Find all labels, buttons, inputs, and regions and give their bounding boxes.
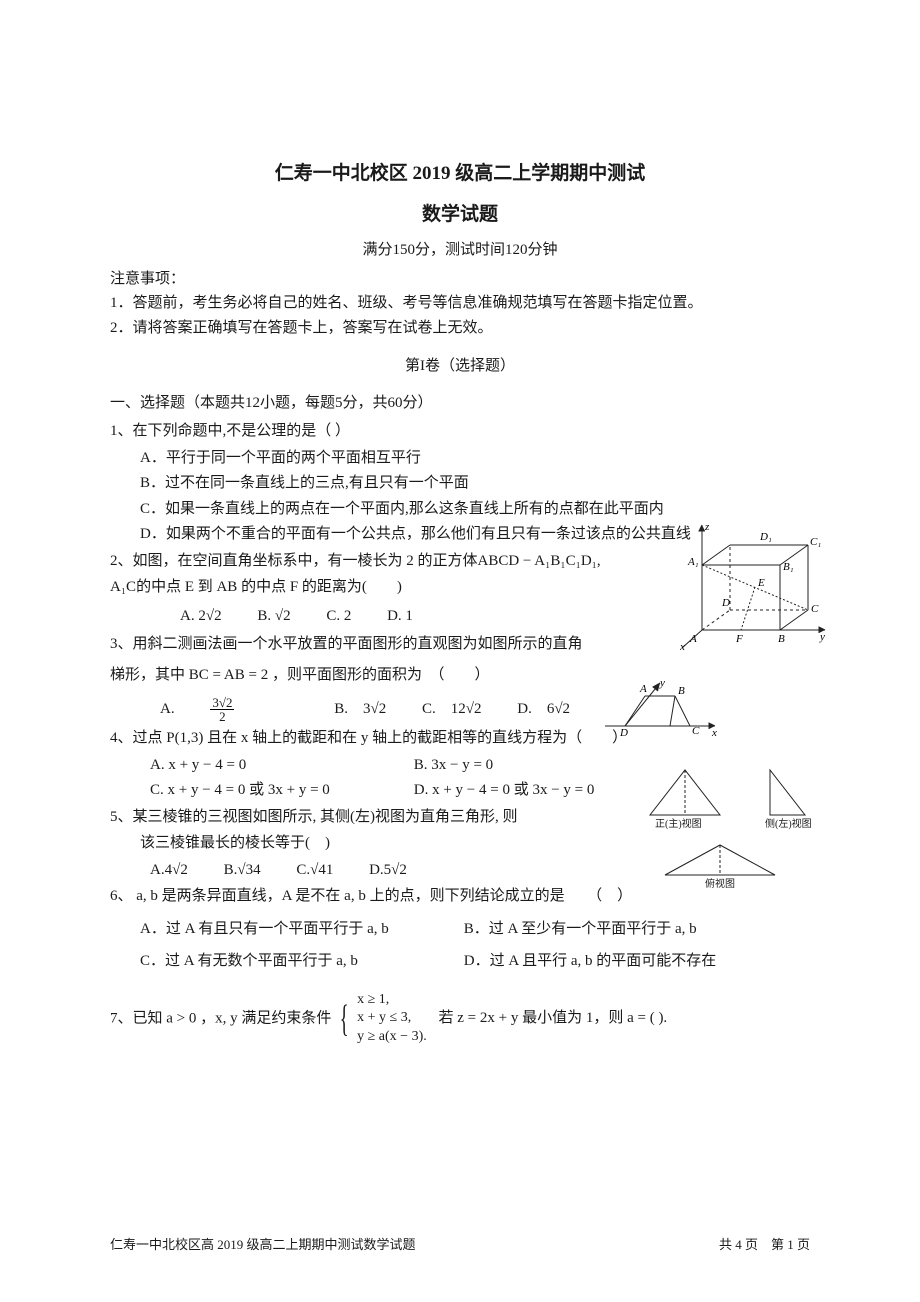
q6-row1: A．过 A 有且只有一个平面平行于 a, b B．过 A 至少有一个平面平行于 … bbox=[140, 918, 810, 941]
q2-D: D. 1 bbox=[387, 605, 413, 628]
q6-C: C．过 A 有无数个平面平行于 a, b bbox=[140, 950, 460, 973]
brace-icon: { bbox=[340, 989, 349, 1049]
q6-row2: C．过 A 有无数个平面平行于 a, b D．过 A 且平行 a, b 的平面可… bbox=[140, 950, 810, 973]
lbl-C: C bbox=[811, 603, 819, 615]
tlbl-A: A bbox=[639, 683, 647, 695]
lbl-z: z bbox=[704, 521, 710, 533]
notice-2: 2．请将答案正确填写在答题卡上，答案写在试卷上无效。 bbox=[110, 317, 810, 340]
lbl-C1: C₁ bbox=[810, 536, 821, 548]
lbl-A1: A₁ bbox=[687, 556, 699, 568]
lbl-D1: D₁ bbox=[759, 531, 772, 543]
q1-C: C．如果一条直线上的两点在一个平面内,那么这条直线上所有的点都在此平面内 bbox=[140, 498, 810, 521]
cap-top: 俯视图 bbox=[705, 877, 735, 892]
q7-post: 若 z = 2x + y 最小值为 1，则 a = ( ). bbox=[439, 1010, 668, 1026]
q4-B: B. 3x − y = 0 bbox=[414, 757, 493, 773]
footer-right: 共 4 页 第 1 页 bbox=[719, 1235, 810, 1255]
q7-sys1: x ≥ 1, bbox=[357, 992, 389, 1007]
notice-head: 注意事项： bbox=[110, 268, 810, 291]
footer-left: 仁寿一中北校区高 2019 级高二上期期中测试数学试题 bbox=[110, 1235, 416, 1255]
q6-B: B．过 A 至少有一个平面平行于 a, b bbox=[464, 921, 697, 937]
lbl-y: y bbox=[819, 631, 825, 643]
q3-D: D. 6√2 bbox=[517, 698, 570, 721]
q2-C: C. 2 bbox=[326, 605, 351, 628]
trapezoid-figure: A B C D y x bbox=[600, 678, 720, 738]
q3-B: B. 3√2 bbox=[334, 698, 386, 721]
tlbl-y: y bbox=[659, 678, 665, 689]
title-main: 仁寿一中北校区 2019 级高二上学期期中测试 bbox=[110, 160, 810, 189]
q4-D: D. x + y − 4 = 0 或 3x − y = 0 bbox=[414, 782, 595, 798]
q6-D: D．过 A 且平行 a, b 的平面可能不存在 bbox=[464, 953, 717, 969]
cap-side: 侧(左)视图 bbox=[765, 817, 812, 832]
tlbl-D: D bbox=[619, 727, 628, 738]
q5-D: D.5√2 bbox=[369, 859, 407, 882]
q4-C: C. x + y − 4 = 0 或 3x + y = 0 bbox=[150, 779, 410, 802]
block-head: 一、选择题（本题共12小题，每题5分，共60分） bbox=[110, 392, 810, 415]
tlbl-x: x bbox=[711, 727, 717, 738]
section-head: 第I卷（选择题） bbox=[110, 355, 810, 378]
lbl-A: A bbox=[689, 633, 697, 645]
notice-1: 1．答题前，考生务必将自己的姓名、班级、考号等信息准确规范填写在答题卡指定位置。 bbox=[110, 292, 810, 315]
q1-B: B．过不在同一条直线上的三点,有且只有一个平面 bbox=[140, 472, 810, 495]
q6-opts: A．过 A 有且只有一个平面平行于 a, b B．过 A 至少有一个平面平行于 … bbox=[140, 918, 810, 973]
three-views-figure: 正(主)视图 侧(左)视图 俯视图 bbox=[640, 760, 820, 890]
q7-system: x ≥ 1, x + y ≤ 3, y ≥ a(x − 3). bbox=[357, 991, 427, 1046]
page-footer: 仁寿一中北校区高 2019 级高二上期期中测试数学试题 共 4 页 第 1 页 bbox=[110, 1235, 810, 1255]
q2-A: A. 2√2 bbox=[180, 605, 222, 628]
lbl-F: F bbox=[735, 633, 743, 645]
q2-B: B. √2 bbox=[257, 605, 290, 628]
q3-A: A. 3√22 bbox=[160, 696, 298, 723]
q7-sys2: x + y ≤ 3, bbox=[357, 1010, 411, 1025]
tlbl-C: C bbox=[692, 725, 700, 737]
meta-line: 满分150分，测试时间120分钟 bbox=[110, 239, 810, 262]
q3-C: C. 12√2 bbox=[422, 698, 482, 721]
q5-B: B.√34 bbox=[224, 859, 261, 882]
q1-A: A．平行于同一个平面的两个平面相互平行 bbox=[140, 447, 810, 470]
exam-page: 仁寿一中北校区 2019 级高二上学期期中测试 数学试题 满分150分，测试时间… bbox=[0, 0, 920, 1302]
lbl-D: D bbox=[721, 597, 730, 609]
tlbl-B: B bbox=[678, 685, 685, 697]
q7: 7、已知 a > 0 ，x, y 满足约束条件 { x ≥ 1, x + y ≤… bbox=[110, 989, 810, 1049]
cap-front: 正(主)视图 bbox=[655, 817, 702, 832]
lbl-B: B bbox=[778, 633, 785, 645]
title-sub: 数学试题 bbox=[110, 201, 810, 230]
q4-A: A. x + y − 4 = 0 bbox=[150, 754, 410, 777]
q5-C: C.√41 bbox=[296, 859, 333, 882]
lbl-E: E bbox=[757, 577, 765, 589]
q5-A: A.4√2 bbox=[150, 859, 188, 882]
lbl-B1: B₁ bbox=[783, 561, 794, 573]
cube-figure: z D₁ C₁ A₁ B₁ E D C A F B y x bbox=[680, 520, 830, 650]
q6-A: A．过 A 有且只有一个平面平行于 a, b bbox=[140, 918, 460, 941]
q1-stem: 1、在下列命题中,不是公理的是（ ） bbox=[110, 420, 810, 443]
q7-sys3: y ≥ a(x − 3). bbox=[357, 1029, 427, 1044]
q7-pre: 7、已知 a > 0 ，x, y 满足约束条件 bbox=[110, 1010, 331, 1026]
lbl-x: x bbox=[680, 641, 685, 650]
